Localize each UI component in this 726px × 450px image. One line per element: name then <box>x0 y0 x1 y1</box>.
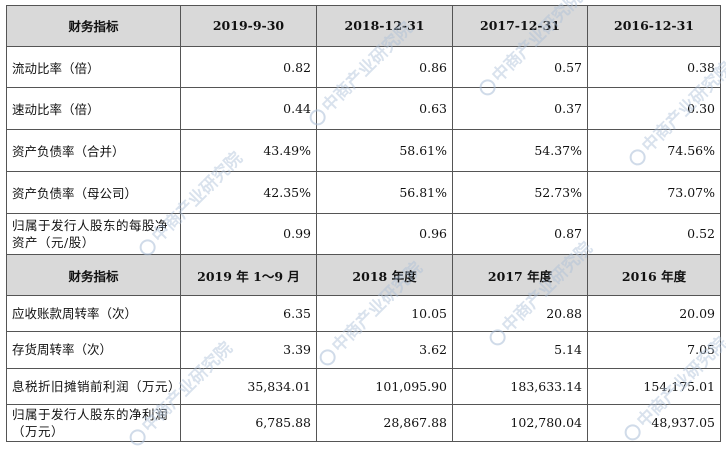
value-cell: 0.38 <box>587 45 721 89</box>
value-cell: 6.35 <box>180 294 317 333</box>
table-row: 资产负债率（合并） 43.49% 58.61% 54.37% 74.56% <box>6 129 721 172</box>
table-row: 归属于发行人股东的净利润（万元） 6,785.88 28,867.88 102,… <box>6 404 721 442</box>
table-row: 速动比率（倍） 0.44 0.63 0.37 0.30 <box>6 87 721 131</box>
value-cell: 6,785.88 <box>180 404 317 442</box>
value-cell: 0.30 <box>587 87 721 131</box>
value-cell: 101,095.90 <box>316 367 453 406</box>
table-row: 应收账款周转率（次） 6.35 10.05 20.88 20.09 <box>6 294 721 333</box>
value-cell: 0.99 <box>180 212 317 256</box>
value-cell: 35,834.01 <box>180 367 317 406</box>
row-label: 流动比率（倍） <box>6 45 181 89</box>
value-cell: 48,937.05 <box>587 404 721 442</box>
table-row: 息税折旧摊销前利润（万元） 35,834.01 101,095.90 183,6… <box>6 367 721 406</box>
table-row: 归属于发行人股东的每股净资产（元/股） 0.99 0.96 0.87 0.52 <box>6 212 721 256</box>
value-cell: 0.57 <box>452 45 588 89</box>
header-cell: 2017 年度 <box>452 254 588 296</box>
value-cell: 0.82 <box>180 45 317 89</box>
value-cell: 58.61% <box>316 129 453 172</box>
header-cell: 财务指标 <box>6 5 181 47</box>
value-cell: 0.87 <box>452 212 588 256</box>
value-cell: 10.05 <box>316 294 453 333</box>
value-cell: 183,633.14 <box>452 367 588 406</box>
value-cell: 20.09 <box>587 294 721 333</box>
header-cell: 2017-12-31 <box>452 5 588 47</box>
value-cell: 0.63 <box>316 87 453 131</box>
table-row: 流动比率（倍） 0.82 0.86 0.57 0.38 <box>6 45 721 89</box>
value-cell: 54.37% <box>452 129 588 172</box>
row-label: 息税折旧摊销前利润（万元） <box>6 367 181 406</box>
value-cell: 42.35% <box>180 170 317 214</box>
value-cell: 56.81% <box>316 170 453 214</box>
header-cell: 2019-9-30 <box>180 5 317 47</box>
value-cell: 102,780.04 <box>452 404 588 442</box>
header-cell: 2018 年度 <box>316 254 453 296</box>
value-cell: 0.37 <box>452 87 588 131</box>
header-cell: 2016 年度 <box>587 254 721 296</box>
header-row-period: 财务指标 2019 年 1～9 月 2018 年度 2017 年度 2016 年… <box>6 254 721 296</box>
header-cell: 2016-12-31 <box>587 5 721 47</box>
value-cell: 0.96 <box>316 212 453 256</box>
value-cell: 5.14 <box>452 331 588 369</box>
header-cell: 财务指标 <box>6 254 181 296</box>
row-label: 归属于发行人股东的净利润（万元） <box>6 404 181 442</box>
value-cell: 3.39 <box>180 331 317 369</box>
row-label: 归属于发行人股东的每股净资产（元/股） <box>6 212 181 256</box>
value-cell: 0.86 <box>316 45 453 89</box>
value-cell: 7.05 <box>587 331 721 369</box>
value-cell: 154,175.01 <box>587 367 721 406</box>
row-label: 存货周转率（次） <box>6 331 181 369</box>
financial-indicators-table: 财务指标 2019-9-30 2018-12-31 2017-12-31 201… <box>6 5 721 442</box>
header-row-balance: 财务指标 2019-9-30 2018-12-31 2017-12-31 201… <box>6 5 721 47</box>
value-cell: 28,867.88 <box>316 404 453 442</box>
value-cell: 3.62 <box>316 331 453 369</box>
value-cell: 0.52 <box>587 212 721 256</box>
value-cell: 43.49% <box>180 129 317 172</box>
table-row: 资产负债率（母公司） 42.35% 56.81% 52.73% 73.07% <box>6 170 721 214</box>
row-label: 资产负债率（合并） <box>6 129 181 172</box>
value-cell: 52.73% <box>452 170 588 214</box>
value-cell: 74.56% <box>587 129 721 172</box>
row-label: 应收账款周转率（次） <box>6 294 181 333</box>
value-cell: 20.88 <box>452 294 588 333</box>
header-cell: 2019 年 1～9 月 <box>180 254 317 296</box>
row-label: 速动比率（倍） <box>6 87 181 131</box>
row-label: 资产负债率（母公司） <box>6 170 181 214</box>
value-cell: 73.07% <box>587 170 721 214</box>
value-cell: 0.44 <box>180 87 317 131</box>
header-cell: 2018-12-31 <box>316 5 453 47</box>
table-row: 存货周转率（次） 3.39 3.62 5.14 7.05 <box>6 331 721 369</box>
